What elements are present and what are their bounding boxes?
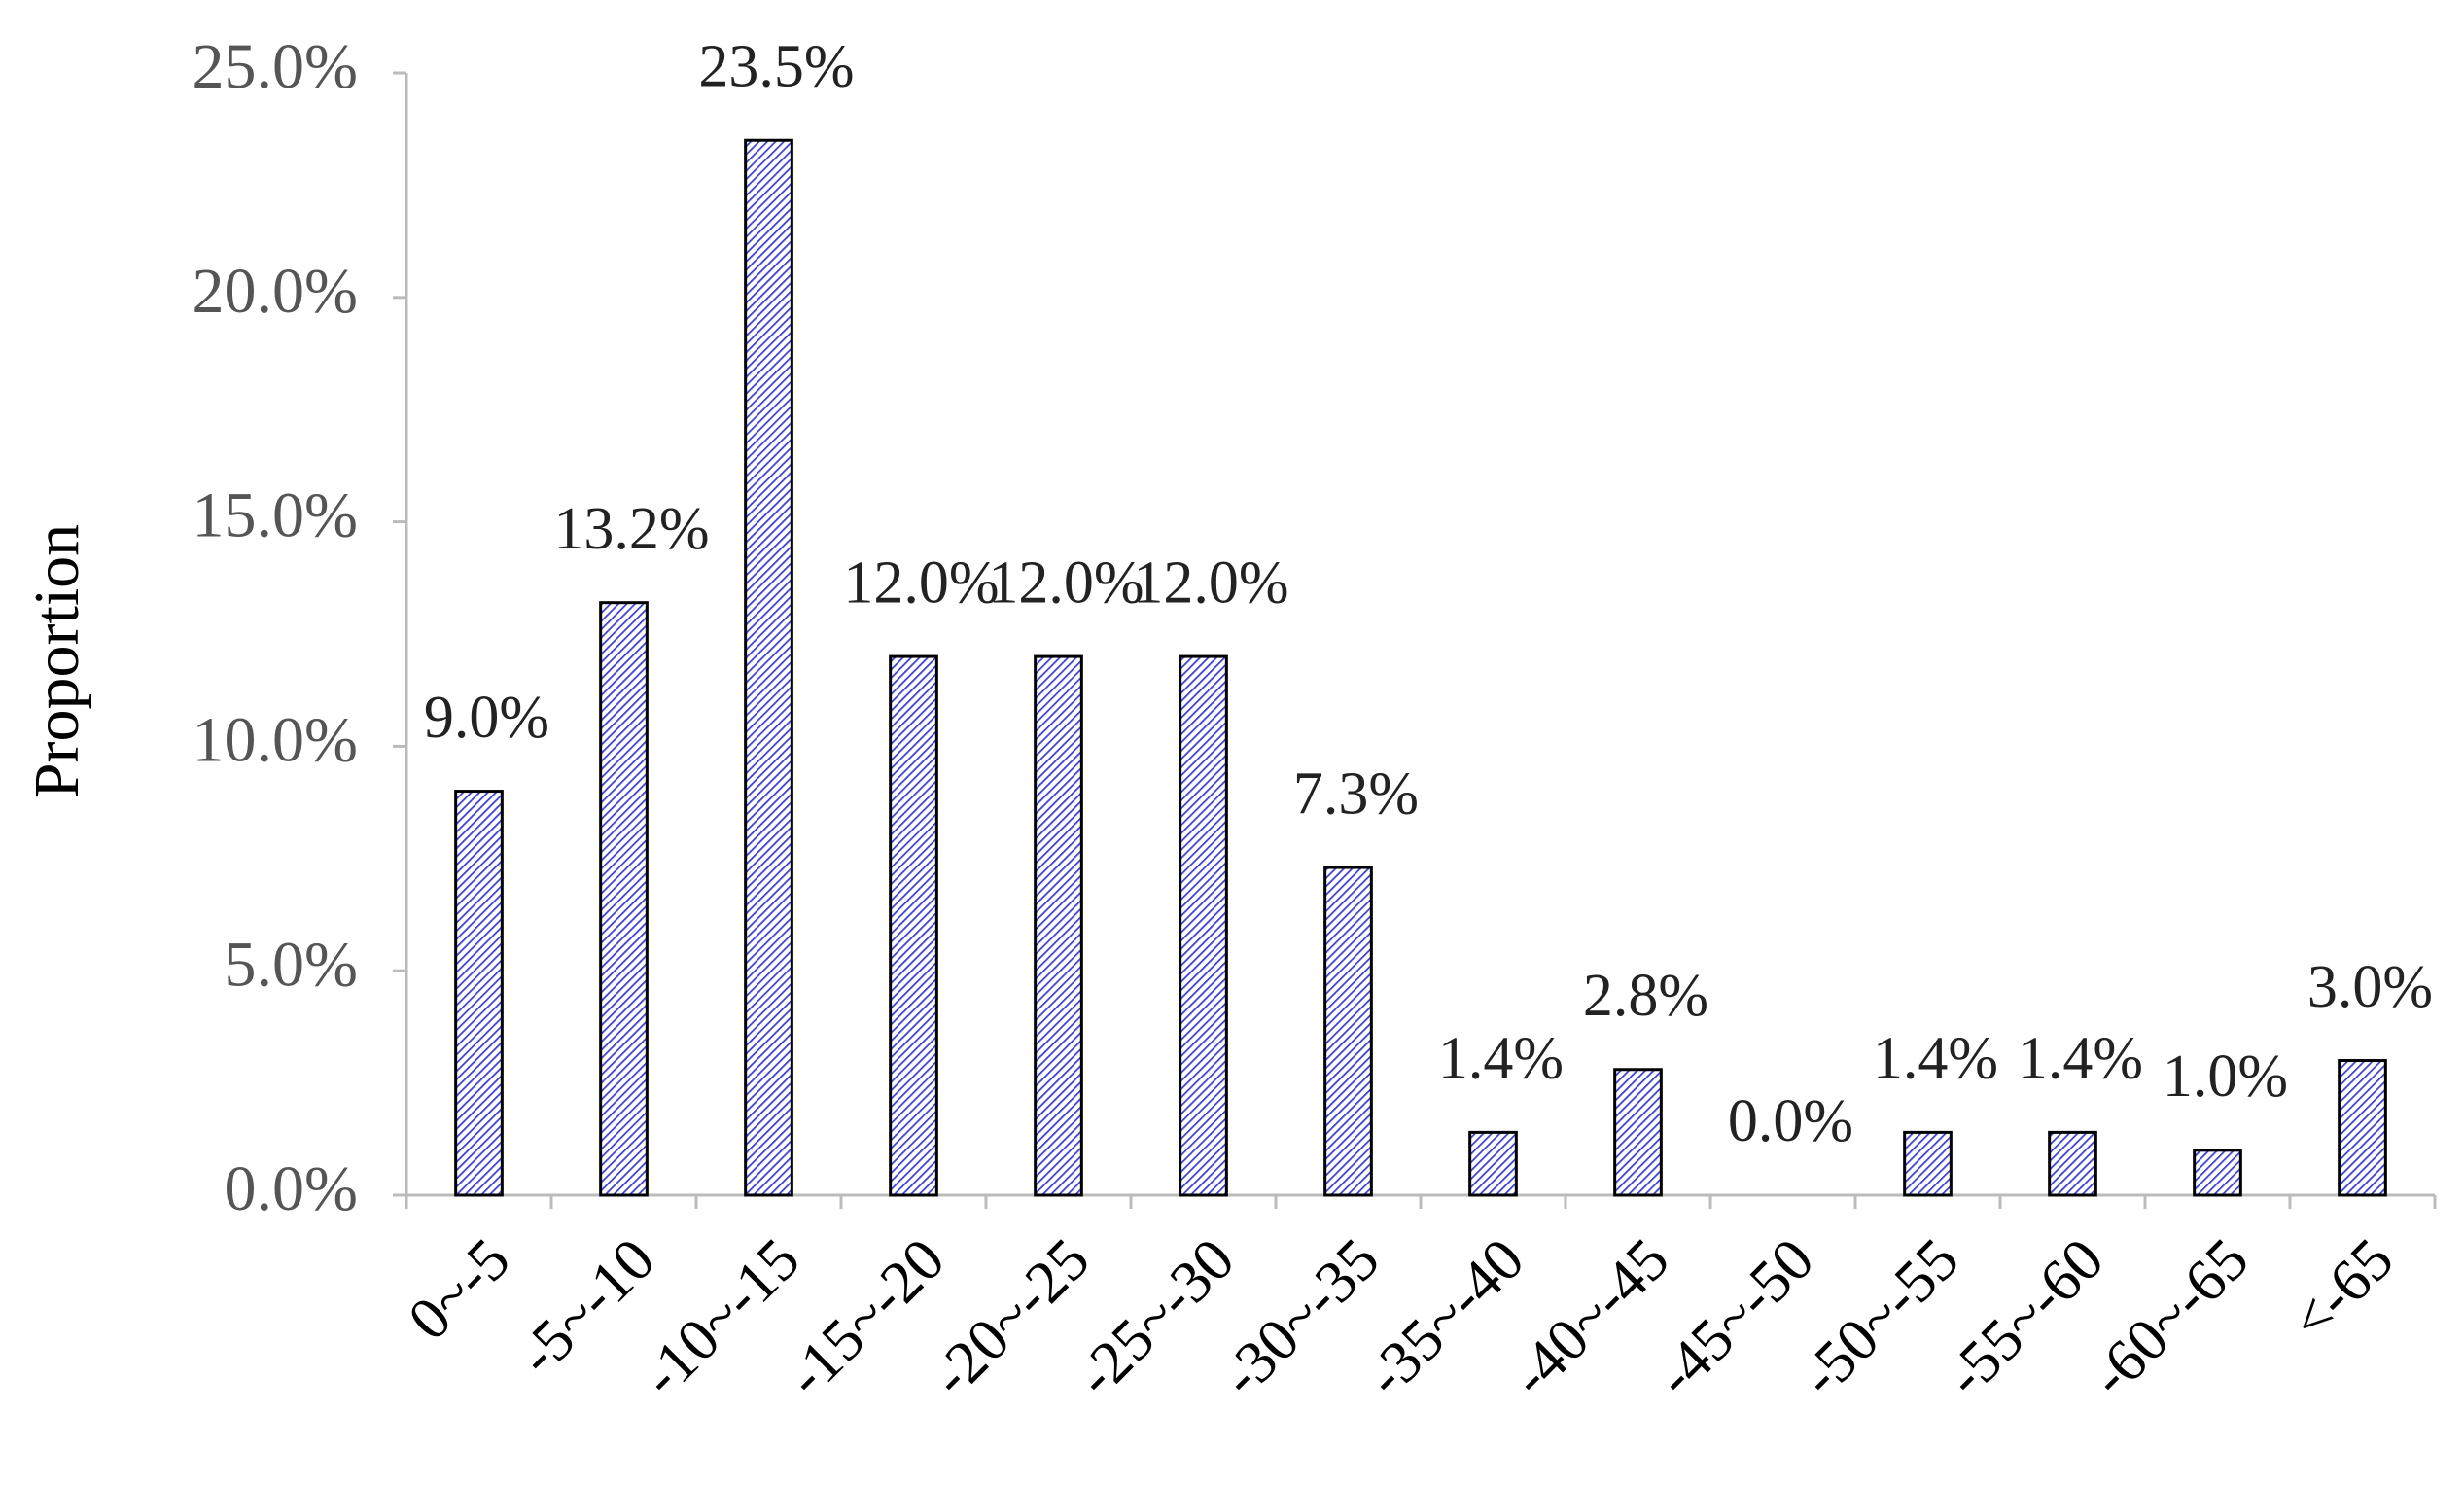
bar bbox=[1179, 654, 1228, 1197]
x-tick-label: 0~-5 bbox=[396, 1226, 522, 1353]
y-tick-label: 15.0% bbox=[193, 480, 358, 551]
value-label: 12.0% bbox=[988, 549, 1144, 616]
bar bbox=[1903, 1130, 1953, 1197]
x-tick-label: -25~-30 bbox=[1064, 1226, 1248, 1410]
bar bbox=[2338, 1059, 2387, 1197]
value-label: 12.0% bbox=[843, 549, 999, 616]
x-tick-label: -15~-20 bbox=[774, 1226, 958, 1410]
bar bbox=[1034, 654, 1083, 1197]
value-label: 2.8% bbox=[1583, 963, 1708, 1029]
x-tick-label: -60~-65 bbox=[2078, 1226, 2262, 1410]
x-tick-label: -10~-15 bbox=[629, 1226, 813, 1410]
x-tick-label: <-65 bbox=[2278, 1226, 2406, 1354]
bar bbox=[2048, 1130, 2097, 1197]
value-label: 9.0% bbox=[424, 685, 549, 751]
y-tick-label: 0.0% bbox=[225, 1153, 358, 1224]
value-label: 1.4% bbox=[1438, 1026, 1564, 1092]
y-tick-label: 10.0% bbox=[193, 705, 358, 776]
y-tick-label: 25.0% bbox=[193, 31, 358, 102]
value-label: 1.4% bbox=[2018, 1026, 2143, 1092]
bar bbox=[1323, 866, 1373, 1197]
y-tick-label: 5.0% bbox=[225, 929, 358, 1000]
bar bbox=[744, 138, 793, 1197]
bar bbox=[1468, 1130, 1518, 1197]
x-tick-label: -35~-40 bbox=[1354, 1226, 1537, 1410]
x-tick-label: -20~-25 bbox=[919, 1226, 1103, 1410]
value-label: 7.3% bbox=[1293, 760, 1419, 827]
value-label: 12.0% bbox=[1133, 549, 1288, 616]
y-tick-label: 20.0% bbox=[193, 256, 358, 327]
value-label: 1.4% bbox=[1873, 1026, 1998, 1092]
bar bbox=[599, 601, 649, 1197]
bar bbox=[889, 654, 938, 1197]
x-tick-label: -50~-55 bbox=[1788, 1226, 1972, 1410]
x-tick-label: -55~-60 bbox=[1933, 1226, 2117, 1410]
value-label: 13.2% bbox=[553, 496, 709, 562]
value-label: 3.0% bbox=[2307, 954, 2433, 1020]
value-label: 1.0% bbox=[2163, 1043, 2288, 1110]
bar bbox=[2193, 1149, 2242, 1197]
y-axis-label: Proportion bbox=[21, 524, 92, 798]
x-tick-label: -40~-45 bbox=[1498, 1226, 1682, 1410]
value-label: 23.5% bbox=[698, 33, 854, 99]
bar bbox=[1613, 1068, 1663, 1197]
bar bbox=[454, 790, 504, 1197]
value-label: 0.0% bbox=[1728, 1088, 1853, 1154]
x-tick-label: -30~-35 bbox=[1209, 1226, 1392, 1410]
x-tick-label: -45~-50 bbox=[1643, 1226, 1827, 1410]
